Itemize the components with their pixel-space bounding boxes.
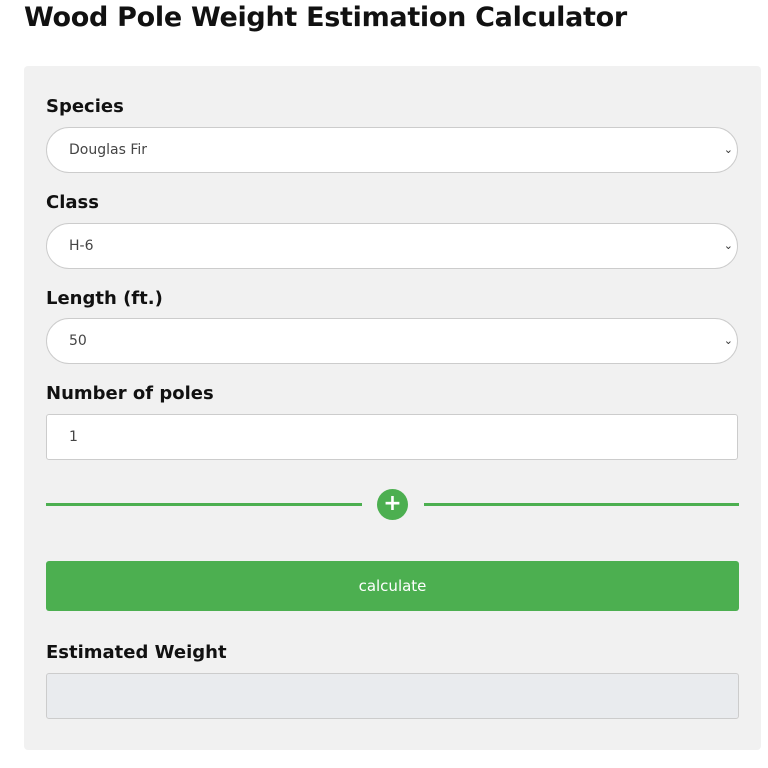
plus-icon: +	[383, 491, 402, 516]
calculator-panel: Species Douglas Fir ⌄ Class H-6 ⌄ Length (…	[24, 66, 761, 750]
poles-value: 1	[69, 429, 78, 445]
chevron-down-icon: ⌄	[723, 334, 733, 347]
page-title: Wood Pole Weight Estimation Calculator	[24, 2, 627, 33]
class-label: Class	[46, 192, 99, 213]
divider-right	[424, 503, 739, 506]
species-label: Species	[46, 96, 124, 117]
species-select[interactable]: Douglas Fir ⌄	[46, 127, 738, 173]
species-value: Douglas Fir	[69, 142, 147, 158]
result-label: Estimated Weight	[46, 642, 227, 663]
class-value: H-6	[69, 238, 94, 254]
chevron-down-icon: ⌄	[723, 239, 733, 252]
divider-left	[46, 503, 362, 506]
poles-input[interactable]: 1	[46, 414, 738, 460]
length-label: Length (ft.)	[46, 288, 163, 309]
estimated-weight-output	[46, 673, 739, 719]
length-select[interactable]: 50 ⌄	[46, 318, 738, 364]
chevron-down-icon: ⌄	[723, 143, 733, 156]
poles-label: Number of poles	[46, 383, 214, 404]
add-pole-button[interactable]: +	[377, 489, 408, 520]
length-value: 50	[69, 333, 87, 349]
calculate-button[interactable]: calculate	[46, 561, 739, 611]
class-select[interactable]: H-6 ⌄	[46, 223, 738, 269]
